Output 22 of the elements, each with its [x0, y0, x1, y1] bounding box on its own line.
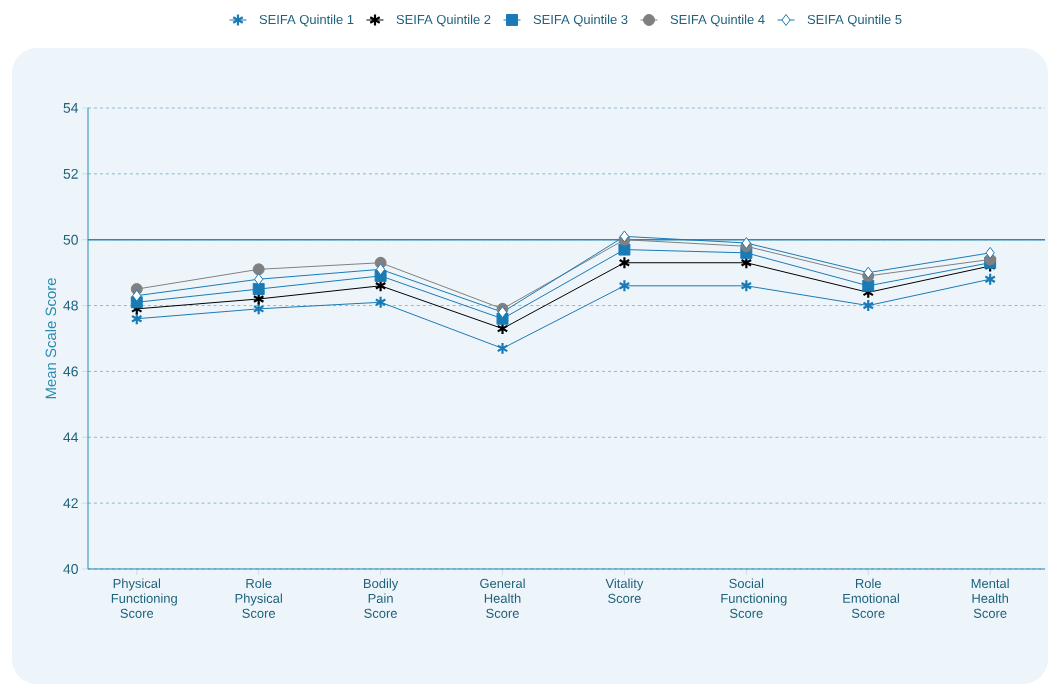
y-tick-label: 42: [63, 498, 78, 508]
x-tick-label: Vitality Score: [605, 578, 644, 603]
x-tick-label: General Health Score: [480, 578, 525, 618]
x-tick-label: Role Emotional Score: [843, 578, 899, 618]
x-tick-label: Social Functioning Score: [721, 578, 787, 618]
y-tick-label: 50: [63, 234, 78, 245]
legend-label: SEIFA Quintile 1: [259, 14, 354, 27]
x-tick-label: Mental Health Score: [971, 578, 1009, 618]
x-tick-label: Bodily Pain Score: [364, 578, 399, 618]
y-axis-title: Mean Scale Score: [45, 278, 57, 399]
y-tick-label: 52: [63, 168, 78, 179]
y-tick-label: 46: [63, 366, 78, 377]
y-tick-label: 54: [63, 103, 79, 113]
legend-label: SEIFA Quintile 5: [807, 14, 902, 27]
y-tick-label: 48: [63, 300, 78, 311]
y-tick-label: 40: [63, 564, 78, 574]
x-tick-label: Role Physical Score: [235, 578, 282, 618]
legend-label: SEIFA Quintile 4: [670, 14, 765, 27]
y-tick-label: 44: [63, 432, 79, 443]
legend-label: SEIFA Quintile 3: [533, 14, 628, 27]
legend-label: SEIFA Quintile 2: [396, 14, 491, 27]
x-tick-label: Physical Functioning Score: [111, 578, 177, 618]
